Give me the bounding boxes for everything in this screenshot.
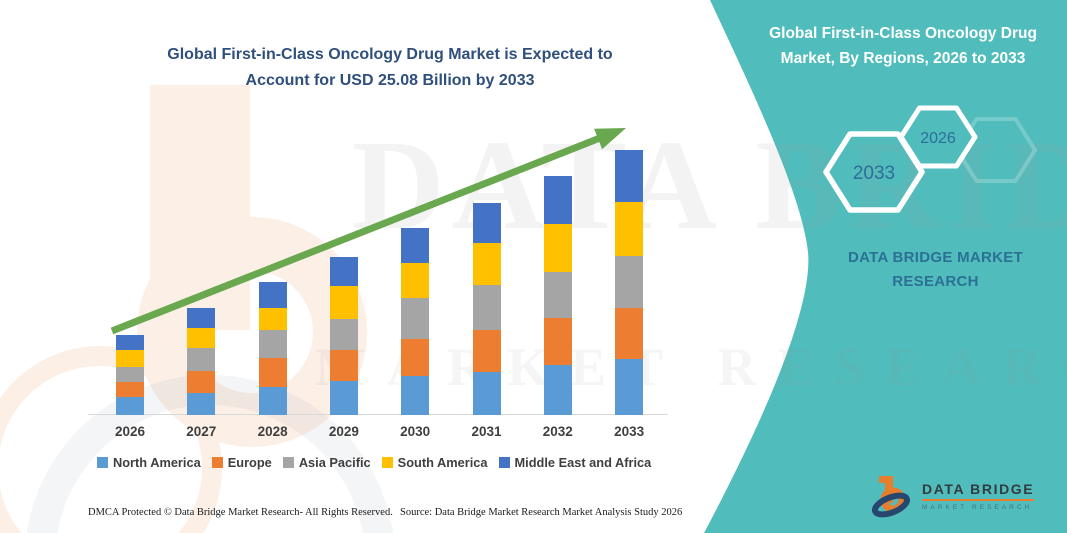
bar-segment-2032-asia-pacific [543, 271, 572, 319]
page-title-line1: Global First-in-Class Oncology Drug Mark… [167, 46, 613, 63]
bar-segment-2032-south-america [543, 224, 572, 272]
banner-heading-line2: Market, By Regions, 2026 to 2033 [780, 50, 1026, 67]
hexagon-2026-label: 2026 [920, 130, 956, 147]
legend-swatch-middle-east-and-africa [498, 457, 510, 468]
bar-segment-2026-south-america [116, 350, 144, 368]
x-axis-label-2033: 2033 [614, 424, 645, 439]
bar-segment-2026-north-america [116, 396, 144, 415]
legend-swatch-europe [211, 457, 223, 468]
bar-segment-2029-middle-east-and-africa [329, 256, 358, 287]
bar-segment-2027-middle-east-and-africa [187, 308, 216, 329]
legend-swatch-north-america [97, 457, 108, 468]
bar-segment-2029-north-america [329, 381, 358, 415]
bar-segment-2032-middle-east-and-africa [543, 176, 572, 225]
legend-item-north-america: North America [97, 455, 201, 470]
dbmr-logo: DATA BRIDGE MARKET RESEARCH [872, 473, 1035, 519]
year-hexagons: 2033 2026 [823, 105, 1037, 213]
legend-item-europe: Europe [211, 455, 272, 470]
bar-segment-2030-south-america [401, 263, 430, 299]
legend-item-south-america: South America [381, 455, 488, 470]
legend-label-middle-east-and-africa: Middle East and Africa [514, 455, 652, 470]
bar-segment-2026-asia-pacific [116, 367, 144, 382]
bar-segment-2032-europe [543, 318, 572, 366]
bar-segment-2030-europe [401, 339, 430, 377]
legend-label-asia-pacific: Asia Pacific [298, 455, 371, 470]
bar-segment-2028-asia-pacific [258, 329, 287, 359]
brand-text: DATA BRIDGE MARKET RESEARCH [847, 249, 1024, 290]
banner-heading: Global First-in-Class Oncology Drug Mark… [742, 21, 1064, 71]
bar-segment-2026-europe [116, 381, 144, 397]
banner-heading-line1: Global First-in-Class Oncology Drug [769, 25, 1037, 42]
bar-segment-2027-asia-pacific [187, 348, 216, 372]
footer-dmca-text: DMCA Protected © Data Bridge Market Rese… [88, 507, 393, 518]
chart-legend: North America Europe Asia Pacific South Ame… [97, 455, 697, 470]
bar-segment-2031-north-america [472, 371, 501, 415]
x-axis-label-2031: 2031 [471, 424, 502, 439]
logo-subtitle: MARKET RESEARCH [922, 503, 1033, 511]
bar-segment-2027-north-america [187, 393, 216, 415]
hexagon-2033-label: 2033 [853, 163, 895, 184]
legend-item-middle-east-and-africa: Middle East and Africa [498, 455, 652, 470]
bar-segment-2031-south-america [472, 243, 501, 285]
bar-segment-2028-europe [258, 358, 287, 387]
legend-label-south-america: South America [397, 455, 488, 470]
legend-swatch-south-america [381, 457, 393, 468]
bar-segment-2033-europe [615, 308, 644, 360]
bar-segment-2027-europe [187, 371, 216, 394]
bar-segment-2029-europe [329, 349, 358, 382]
legend-item-asia-pacific: Asia Pacific [282, 455, 371, 470]
bar-segment-2032-north-america [543, 365, 572, 415]
bar-segment-2029-asia-pacific [329, 318, 358, 350]
bar-segment-2030-north-america [401, 376, 430, 415]
bar-segment-2028-north-america [258, 386, 287, 415]
bar-segment-2030-middle-east-and-africa [401, 228, 430, 264]
bar-segment-2027-south-america [187, 328, 216, 349]
bar-segment-2026-middle-east-and-africa [116, 334, 144, 351]
bar-segment-2031-europe [472, 329, 501, 372]
bar-segment-2029-south-america [329, 286, 358, 319]
logo-name: DATA BRIDGE [922, 481, 1035, 498]
legend-label-north-america: North America [113, 455, 201, 470]
page-title-line2: Account for USD 25.08 Billion by 2033 [245, 72, 535, 89]
logo-text: DATA BRIDGE MARKET RESEARCH [922, 481, 1035, 511]
logo-rule [922, 499, 1035, 501]
bar-segment-2031-asia-pacific [472, 284, 501, 330]
bar-segment-2033-asia-pacific [615, 256, 644, 309]
bar-segment-2030-asia-pacific [401, 298, 430, 340]
x-axis-label-2032: 2032 [542, 424, 573, 439]
x-axis-label-2026: 2026 [114, 424, 146, 439]
x-axis-labels: 2026 2027 2028 2029 2030 2031 2032 2033 [88, 424, 668, 442]
bar-segment-2028-middle-east-and-africa [258, 281, 287, 308]
bar-chart-plot-area [88, 125, 668, 415]
x-axis-label-2030: 2030 [400, 424, 431, 439]
bar-segment-2033-north-america [615, 359, 644, 415]
x-axis-label-2027: 2027 [186, 424, 217, 439]
x-axis-label-2029: 2029 [328, 424, 359, 439]
bar-segment-2033-south-america [615, 201, 644, 256]
bar-segment-2028-south-america [258, 307, 287, 330]
dbmr-logo-icon [872, 476, 911, 518]
page-title: Global First-in-Class Oncology Drug Mark… [105, 42, 675, 94]
bar-segment-2031-middle-east-and-africa [472, 202, 501, 244]
bar-segment-2033-middle-east-and-africa [615, 150, 644, 202]
x-axis-line [88, 414, 668, 415]
legend-swatch-asia-pacific [282, 457, 294, 468]
legend-label-europe: Europe [227, 455, 272, 470]
footer-source-text: Source: Data Bridge Market Research Mark… [400, 507, 683, 518]
x-axis-label-2028: 2028 [257, 424, 288, 439]
